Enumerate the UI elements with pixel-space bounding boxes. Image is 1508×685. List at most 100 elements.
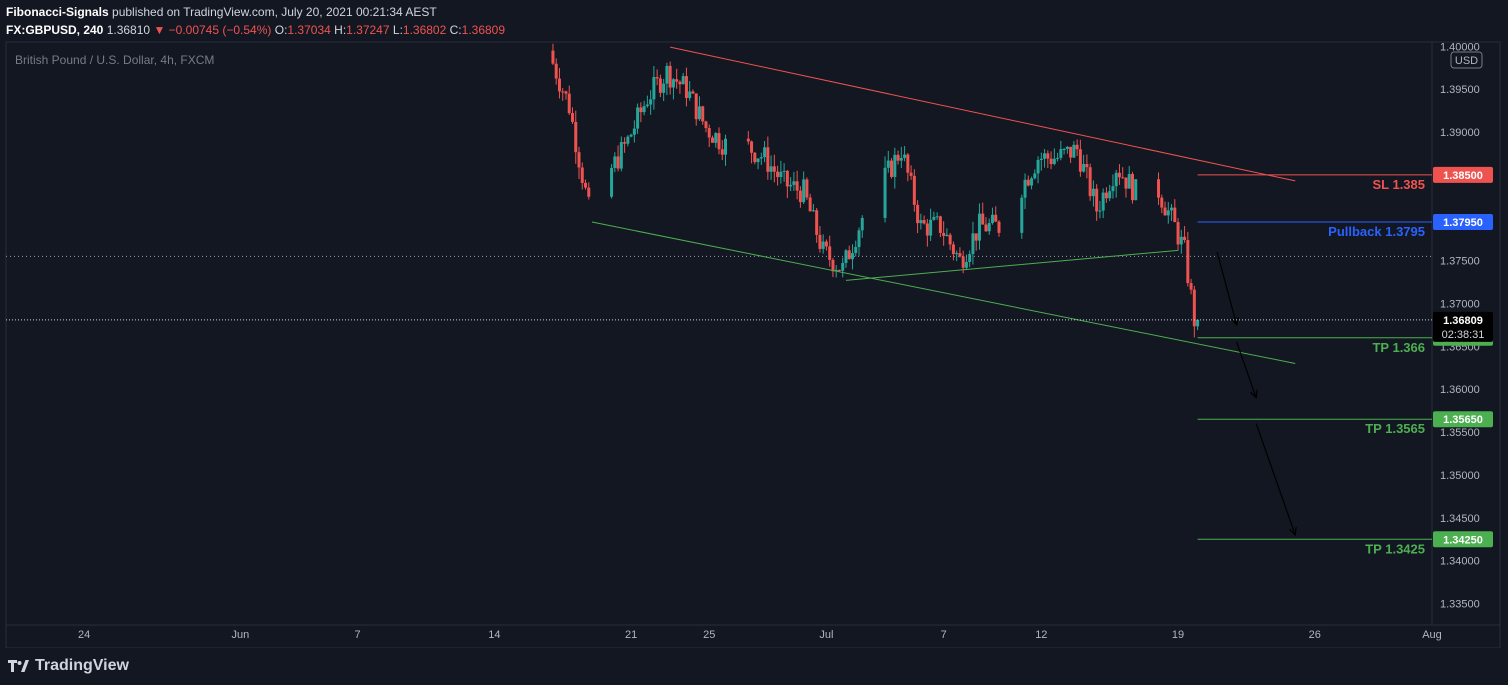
- candle-body: [903, 154, 907, 158]
- sl-price-tag-bg: [1433, 166, 1493, 183]
- y-tick-label: 1.37500: [1440, 256, 1480, 268]
- candle-body: [893, 154, 897, 177]
- currency-badge[interactable]: USD: [1455, 55, 1478, 67]
- lower-channel-trendline[interactable]: [591, 221, 1296, 364]
- arrow-shaft: [1216, 251, 1238, 326]
- candle-body: [642, 106, 646, 113]
- candle-body: [1052, 158, 1056, 165]
- pullback-level-label: Pullback 1.3795: [1328, 224, 1425, 239]
- candle-body: [1082, 164, 1086, 172]
- candle-body: [1196, 319, 1200, 327]
- upper-channel-trendline[interactable]: [670, 46, 1296, 182]
- candle-body: [837, 269, 841, 271]
- candle-body: [805, 179, 809, 198]
- candle-body: [1101, 192, 1105, 211]
- candle-body: [587, 187, 591, 197]
- candle-body: [626, 136, 630, 144]
- candle-body: [1085, 164, 1089, 168]
- candle-body: [974, 233, 978, 241]
- candle-body: [567, 93, 571, 114]
- tp2-level-label: TP 1.3565: [1365, 421, 1425, 436]
- x-tick-label: Jun: [232, 629, 250, 641]
- projection-arrow[interactable]: [1255, 423, 1297, 537]
- candle-body: [668, 65, 672, 88]
- candle-body: [717, 133, 721, 150]
- candle-body: [977, 213, 981, 241]
- candle-body: [792, 181, 796, 185]
- candle-body: [1098, 210, 1102, 212]
- candle-body: [951, 244, 955, 255]
- tp2-price-tag-bg: [1433, 411, 1493, 428]
- candle-body: [574, 121, 578, 153]
- candle-body: [1176, 222, 1180, 245]
- candle-body: [824, 241, 828, 247]
- candle-body: [655, 77, 659, 79]
- candle-body: [1091, 188, 1095, 197]
- candle-body: [1039, 158, 1043, 160]
- sl-level-label: SL 1.385: [1372, 177, 1425, 192]
- candle-body: [922, 220, 926, 224]
- x-tick-label: 21: [625, 629, 637, 641]
- tp3-price-tag-bg: [1433, 531, 1493, 548]
- symbol-info: FX:GBPUSD, 240 1.36810 ▼ −0.00745 (−0.54…: [6, 23, 505, 37]
- candle-body: [688, 91, 692, 99]
- candle-body: [990, 214, 994, 223]
- candle-body: [938, 216, 942, 233]
- tradingview-logo[interactable]: TradingView: [8, 657, 129, 675]
- candle-body: [782, 170, 786, 172]
- price-chart[interactable]: SL 1.385 Pullback 1.3795 TP 1.366 TP 1.3565…: [0, 0, 1508, 648]
- candle-body: [584, 182, 588, 188]
- last-price: 1.36810: [106, 23, 151, 37]
- candle-body: [649, 99, 653, 105]
- candle-body: [619, 142, 623, 169]
- author-name[interactable]: Fibonacci-Signals: [6, 5, 109, 19]
- candle-body: [831, 259, 835, 272]
- candle-body: [769, 166, 773, 172]
- candle-body: [821, 241, 825, 249]
- candle-body: [746, 138, 750, 142]
- candle-body: [658, 78, 662, 93]
- candle-body: [652, 77, 656, 100]
- candle-body: [815, 210, 819, 235]
- candle-body: [1183, 236, 1187, 241]
- candle-body: [665, 65, 669, 84]
- projection-arrow[interactable]: [1236, 341, 1258, 400]
- symbol-name[interactable]: FX:GBPUSD, 240: [6, 23, 104, 37]
- candle-body: [828, 246, 832, 260]
- candle-body: [1078, 149, 1082, 172]
- currency-badge-frame[interactable]: [1450, 51, 1483, 69]
- candle-body: [577, 152, 581, 168]
- candle-body: [1056, 157, 1060, 159]
- y-tick-label: 1.39000: [1440, 127, 1480, 139]
- current-price-tag: 1.36809: [1443, 315, 1483, 327]
- candle-body: [854, 247, 858, 254]
- candle-body: [1026, 179, 1030, 186]
- candle-body: [841, 262, 845, 271]
- high-value: 1.37247: [346, 23, 390, 37]
- candle-body: [850, 253, 854, 260]
- bar-countdown: 02:38:31: [1442, 329, 1485, 341]
- candle-body: [1114, 172, 1118, 187]
- candle-body: [766, 147, 770, 172]
- support-rising-trendline[interactable]: [845, 249, 1179, 281]
- candle-body: [925, 223, 929, 236]
- candle-body: [1160, 197, 1164, 208]
- candle-body: [714, 133, 718, 143]
- candle-body: [935, 216, 939, 218]
- projection-arrow[interactable]: [1216, 251, 1239, 327]
- candle-body: [710, 137, 714, 143]
- close-label: C:: [449, 23, 462, 37]
- candle-body: [675, 79, 679, 82]
- published-text: published on TradingView.com, July 20, 2…: [112, 5, 437, 19]
- sl-price-tag: 1.38500: [1443, 170, 1483, 182]
- open-value: 1.37034: [287, 23, 331, 37]
- candle-body: [1075, 144, 1079, 150]
- pullback-price-tag-bg: [1433, 214, 1493, 231]
- candle-body: [1095, 188, 1099, 212]
- x-tick-label: Aug: [1422, 629, 1442, 641]
- y-tick-label: 1.36000: [1440, 384, 1480, 396]
- y-tick-label: 1.35000: [1440, 470, 1480, 482]
- x-tick-label: 7: [355, 629, 361, 641]
- candle-body: [561, 91, 565, 93]
- candle-body: [1170, 207, 1174, 211]
